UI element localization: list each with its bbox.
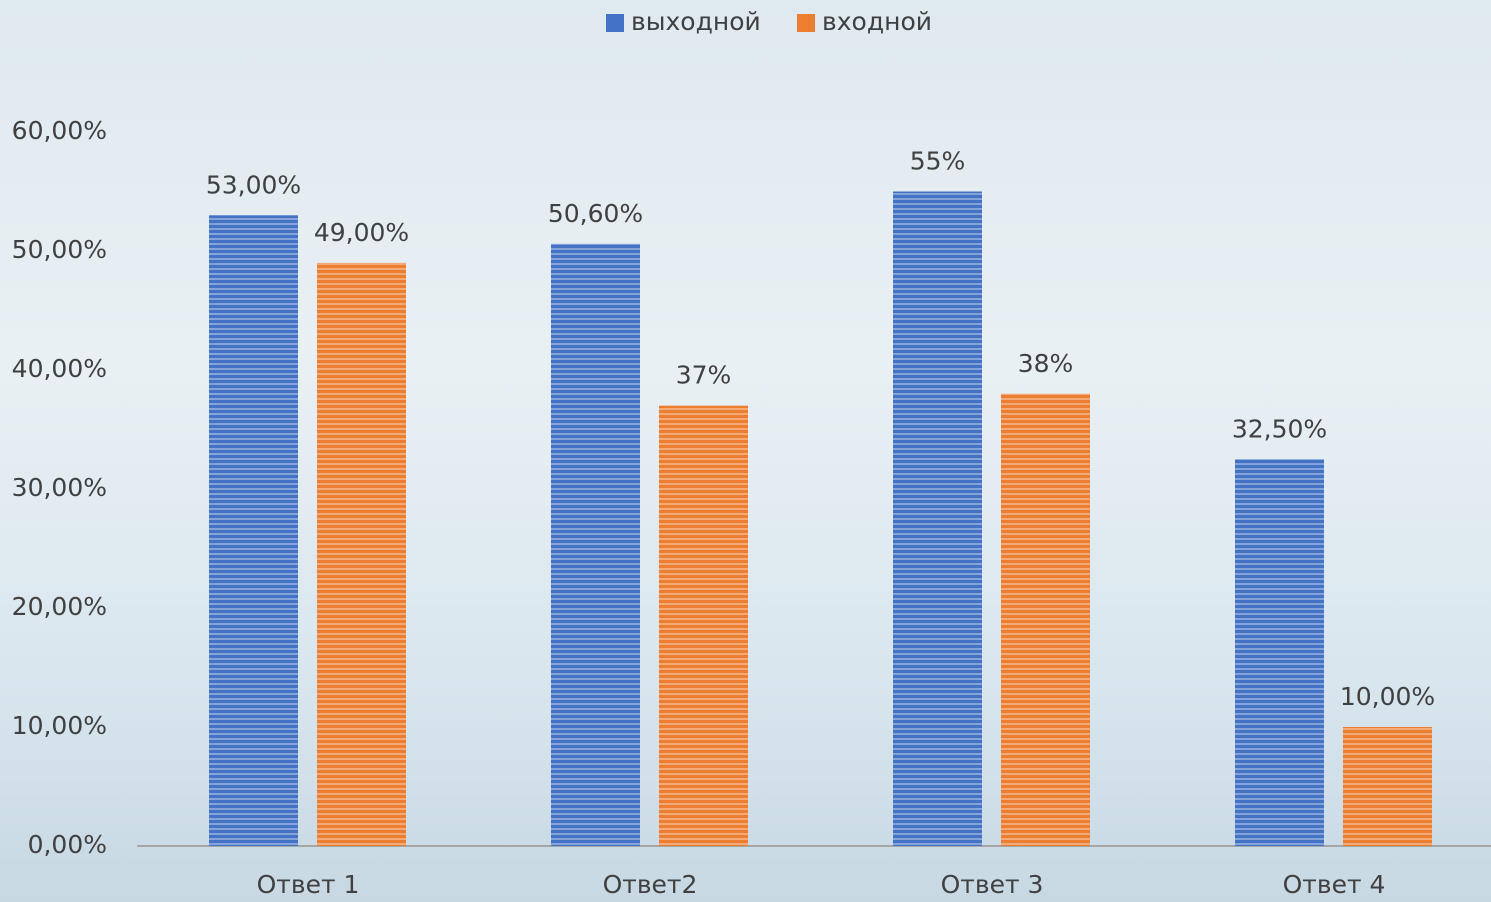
y-tick-label: 0,00% bbox=[28, 830, 107, 859]
x-tick-label: Ответ2 bbox=[603, 870, 698, 899]
bar-stripes bbox=[317, 263, 406, 846]
chart: 0,00% 10,00% 20,00% 30,00% 40,00% 50,00% 60,00… bbox=[0, 0, 1491, 902]
value-label: 32,50% bbox=[1232, 414, 1327, 443]
legend-swatch bbox=[797, 14, 815, 32]
y-tick-label: 40,00% bbox=[12, 354, 107, 383]
legend-label: входной bbox=[822, 7, 932, 36]
bar-stripes bbox=[209, 215, 298, 846]
value-label: 55% bbox=[910, 147, 966, 176]
y-tick-label: 30,00% bbox=[12, 473, 107, 502]
slide: 0,00% 10,00% 20,00% 30,00% 40,00% 50,00% 60,00… bbox=[0, 0, 1491, 902]
bar-stripes bbox=[1343, 727, 1432, 846]
x-tick-label: Ответ 3 bbox=[941, 870, 1044, 899]
value-label: 10,00% bbox=[1340, 682, 1435, 711]
legend-label: выходной bbox=[631, 7, 761, 36]
x-tick-label: Ответ 1 bbox=[257, 870, 360, 899]
legend-swatch bbox=[606, 14, 624, 32]
bar-stripes bbox=[659, 406, 748, 846]
bar-stripes bbox=[1001, 394, 1090, 846]
bar-stripes bbox=[893, 192, 982, 847]
y-tick-label: 20,00% bbox=[12, 592, 107, 621]
y-tick-label: 10,00% bbox=[12, 711, 107, 740]
x-tick-label: Ответ 4 bbox=[1283, 870, 1386, 899]
value-label: 38% bbox=[1018, 349, 1074, 378]
value-label: 53,00% bbox=[206, 170, 301, 199]
bar-stripes bbox=[1235, 459, 1324, 846]
y-tick-label: 50,00% bbox=[12, 235, 107, 264]
value-label: 50,60% bbox=[548, 199, 643, 228]
y-tick-label: 60,00% bbox=[12, 116, 107, 145]
bar-stripes bbox=[551, 244, 640, 846]
value-label: 49,00% bbox=[314, 218, 409, 247]
value-label: 37% bbox=[676, 361, 732, 390]
